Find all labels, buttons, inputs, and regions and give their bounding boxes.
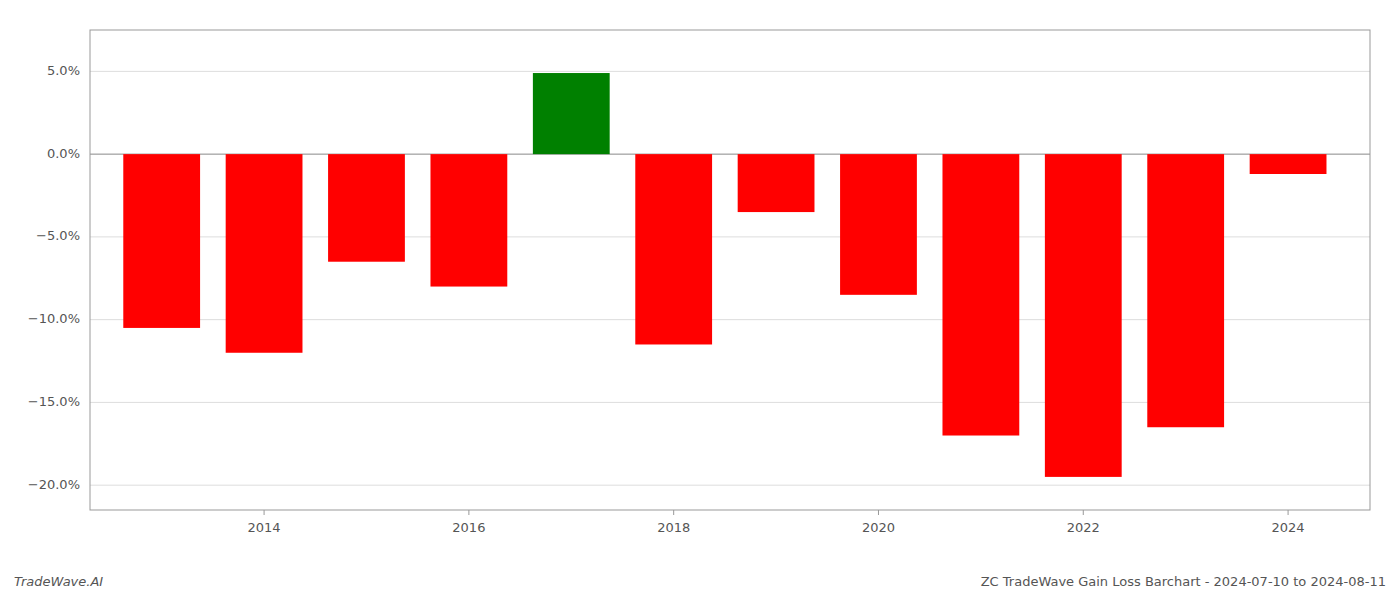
bar: [430, 154, 507, 286]
bar: [942, 154, 1019, 435]
y-tick-label: 5.0%: [47, 63, 80, 78]
x-tick: [1083, 510, 1084, 515]
plot-frame: [90, 30, 1370, 510]
annotation: TradeWave.AI: [14, 574, 103, 589]
bar: [226, 154, 303, 353]
x-tick-label: 2022: [1067, 520, 1100, 535]
x-tick-label: 2016: [452, 520, 485, 535]
x-tick-label: 2024: [1272, 520, 1305, 535]
grid: [90, 71, 1370, 485]
y-tick-label: −5.0%: [36, 228, 80, 243]
x-tick-label: 2018: [657, 520, 690, 535]
chart: −20.0% −15.0% −10.0% −5.0% 0.0% 5.0% 2014 2016 2…: [0, 0, 1400, 600]
bar: [123, 154, 200, 328]
y-tick-label: −10.0%: [28, 311, 80, 326]
bar: [1045, 154, 1122, 477]
bars: [123, 73, 1326, 477]
y-tick-label: −20.0%: [28, 477, 80, 492]
bar: [738, 154, 815, 212]
bar: [1147, 154, 1224, 427]
bar: [635, 154, 712, 344]
x-tick: [673, 510, 674, 515]
bar: [1250, 154, 1327, 174]
bar: [533, 73, 610, 154]
grid-line: [90, 485, 1370, 486]
x-tick: [878, 510, 879, 515]
x-tick-label: 2020: [862, 520, 895, 535]
x-tick: [1288, 510, 1289, 515]
y-tick-label: 0.0%: [47, 146, 80, 161]
grid-line: [90, 71, 1370, 72]
x-tick-label: 2014: [248, 520, 281, 535]
x-tick: [264, 510, 265, 515]
labels: −20.0% −15.0% −10.0% −5.0% 0.0% 5.0% 2014 2016 2…: [28, 63, 1305, 535]
bar: [328, 154, 405, 262]
bar: [840, 154, 917, 295]
y-tick-label: −15.0%: [28, 394, 80, 409]
title: ZC TradeWave Gain Loss Barchart - 2024-0…: [981, 574, 1386, 589]
x-tick: [468, 510, 469, 515]
